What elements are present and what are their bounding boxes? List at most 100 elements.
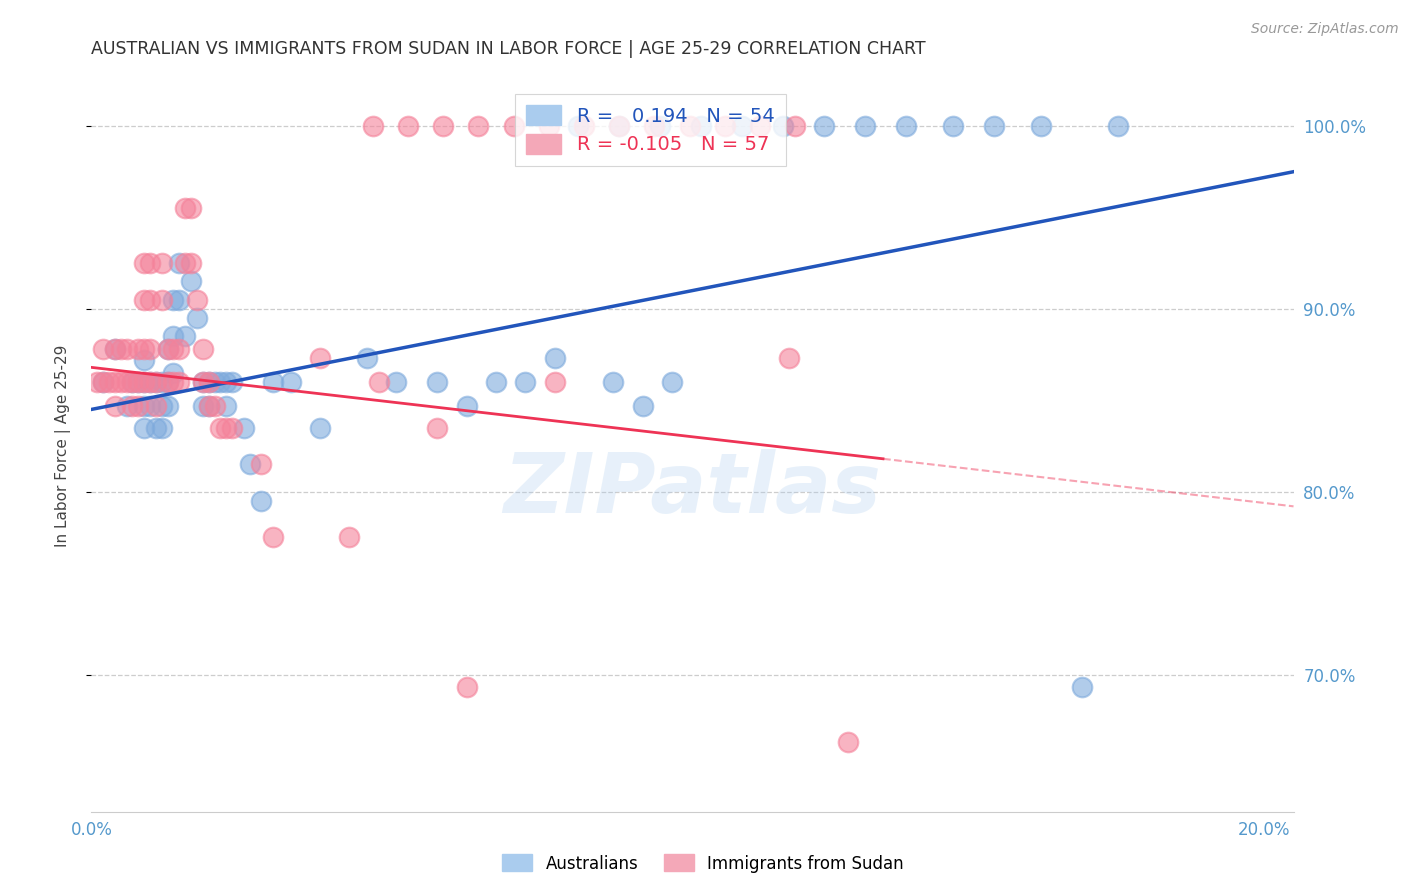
- Point: [139, 375, 162, 389]
- Point: [197, 375, 219, 389]
- Point: [339, 530, 361, 544]
- Point: [385, 375, 408, 389]
- Point: [356, 351, 378, 366]
- Point: [134, 375, 156, 389]
- Point: [174, 329, 197, 343]
- Point: [262, 375, 284, 389]
- Point: [174, 201, 197, 215]
- Point: [162, 366, 184, 380]
- Legend: Australians, Immigrants from Sudan: Australians, Immigrants from Sudan: [496, 847, 910, 880]
- Point: [607, 119, 630, 133]
- Point: [396, 119, 419, 133]
- Point: [174, 256, 197, 270]
- Point: [361, 119, 384, 133]
- Point: [91, 375, 114, 389]
- Point: [134, 399, 156, 413]
- Point: [180, 201, 202, 215]
- Point: [204, 399, 226, 413]
- Point: [983, 119, 1005, 133]
- Point: [367, 375, 389, 389]
- Point: [643, 119, 665, 133]
- Point: [607, 119, 630, 133]
- Point: [250, 493, 273, 508]
- Point: [139, 256, 162, 270]
- Point: [215, 420, 238, 434]
- Point: [169, 256, 191, 270]
- Point: [110, 375, 132, 389]
- Point: [232, 420, 254, 434]
- Point: [162, 375, 184, 389]
- Point: [280, 375, 302, 389]
- Point: [162, 293, 184, 307]
- Point: [543, 375, 565, 389]
- Point: [121, 399, 143, 413]
- Point: [813, 119, 835, 133]
- Point: [690, 119, 713, 133]
- Point: [191, 375, 214, 389]
- Point: [221, 375, 243, 389]
- Point: [150, 375, 173, 389]
- Point: [104, 399, 127, 413]
- Point: [139, 375, 162, 389]
- Point: [86, 375, 108, 389]
- Point: [456, 399, 478, 413]
- Point: [139, 342, 162, 356]
- Point: [127, 342, 149, 356]
- Point: [485, 375, 508, 389]
- Point: [104, 342, 127, 356]
- Point: [156, 399, 179, 413]
- Point: [209, 375, 232, 389]
- Point: [602, 375, 624, 389]
- Point: [169, 293, 191, 307]
- Point: [115, 399, 138, 413]
- Point: [121, 375, 143, 389]
- Point: [778, 351, 800, 366]
- Point: [309, 351, 332, 366]
- Point: [162, 329, 184, 343]
- Point: [209, 420, 232, 434]
- Point: [180, 256, 202, 270]
- Point: [127, 375, 149, 389]
- Point: [145, 375, 167, 389]
- Point: [150, 293, 173, 307]
- Point: [139, 399, 162, 413]
- Point: [186, 310, 208, 325]
- Point: [104, 342, 127, 356]
- Point: [748, 119, 770, 133]
- Point: [162, 342, 184, 356]
- Legend: R =   0.194   N = 54, R = -0.105   N = 57: R = 0.194 N = 54, R = -0.105 N = 57: [515, 94, 786, 166]
- Point: [197, 399, 219, 413]
- Point: [98, 375, 121, 389]
- Point: [515, 375, 537, 389]
- Point: [134, 342, 156, 356]
- Point: [145, 399, 167, 413]
- Point: [543, 351, 565, 366]
- Point: [145, 375, 167, 389]
- Point: [127, 399, 149, 413]
- Point: [432, 119, 454, 133]
- Point: [134, 353, 156, 368]
- Text: AUSTRALIAN VS IMMIGRANTS FROM SUDAN IN LABOR FORCE | AGE 25-29 CORRELATION CHART: AUSTRALIAN VS IMMIGRANTS FROM SUDAN IN L…: [91, 40, 927, 58]
- Point: [134, 256, 156, 270]
- Point: [467, 119, 489, 133]
- Point: [150, 420, 173, 434]
- Point: [783, 119, 806, 133]
- Y-axis label: In Labor Force | Age 25-29: In Labor Force | Age 25-29: [55, 345, 70, 547]
- Point: [115, 375, 138, 389]
- Point: [731, 119, 754, 133]
- Point: [713, 119, 735, 133]
- Point: [127, 375, 149, 389]
- Point: [572, 119, 595, 133]
- Point: [156, 342, 179, 356]
- Point: [426, 420, 449, 434]
- Point: [309, 420, 332, 434]
- Point: [156, 375, 179, 389]
- Point: [215, 375, 238, 389]
- Point: [567, 119, 589, 133]
- Point: [91, 342, 114, 356]
- Point: [215, 399, 238, 413]
- Point: [204, 375, 226, 389]
- Point: [110, 342, 132, 356]
- Point: [121, 375, 143, 389]
- Point: [772, 119, 794, 133]
